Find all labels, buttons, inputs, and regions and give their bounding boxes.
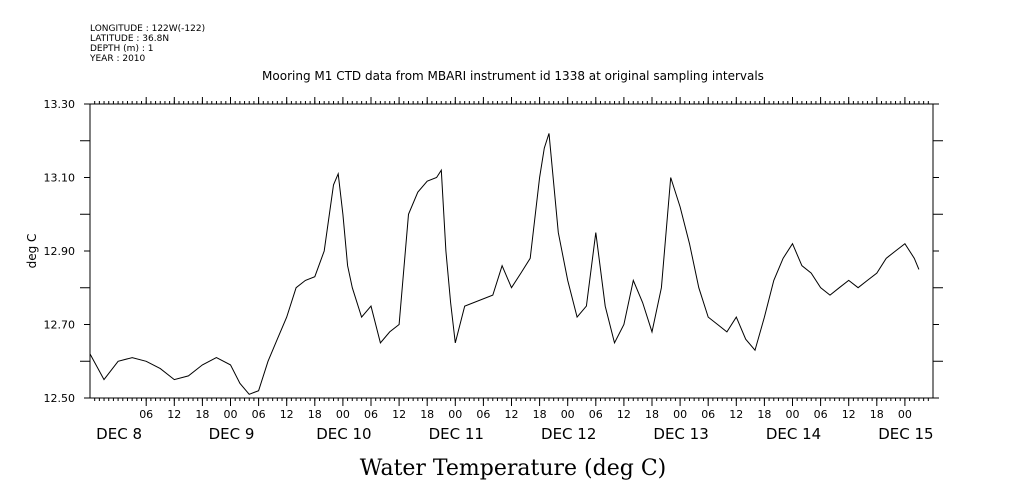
x-tick-label: 18 <box>533 408 547 421</box>
x-tick-label: 18 <box>870 408 884 421</box>
x-axis-title: Water Temperature (deg C) <box>360 456 667 481</box>
x-tick-label: 06 <box>476 408 490 421</box>
x-tick-label: 06 <box>589 408 603 421</box>
x-day-label: DEC 8 <box>96 425 142 443</box>
x-tick-label: 18 <box>757 408 771 421</box>
x-tick-label: 12 <box>167 408 181 421</box>
axes-group: 06 12 18 00 06 12 18 00 06 12 18 00 06 12 18 00 06 12 18 00… <box>44 97 943 443</box>
x-day-label: DEC 14 <box>766 425 821 443</box>
x-day-label: DEC 10 <box>316 425 371 443</box>
x-tick-label: 12 <box>617 408 631 421</box>
series-group <box>89 133 920 395</box>
x-tick-label: 12 <box>505 408 519 421</box>
x-day-label: DEC 9 <box>209 425 255 443</box>
x-tick-label: 00 <box>786 408 800 421</box>
x-tick-label: 00 <box>336 408 350 421</box>
y-tick-label: 12.50 <box>44 392 76 405</box>
y-tick-label: 12.90 <box>44 245 76 258</box>
x-tick-label: 00 <box>561 408 575 421</box>
metadata-depth: DEPTH (m) : 1 <box>90 44 153 54</box>
x-tick-label: 06 <box>814 408 828 421</box>
x-day-label: DEC 11 <box>429 425 484 443</box>
x-tick-label: 06 <box>139 408 153 421</box>
y-tick-label: 13.30 <box>44 98 76 111</box>
x-tick-label: 12 <box>729 408 743 421</box>
x-tick-label: 12 <box>392 408 406 421</box>
x-tick-label: 06 <box>364 408 378 421</box>
x-tick-label: 18 <box>195 408 209 421</box>
x-tick-label: 00 <box>673 408 687 421</box>
y-tick-label: 12.70 <box>44 319 76 332</box>
x-tick-label: 18 <box>645 408 659 421</box>
metadata-longitude: LONGITUDE : 122W(-122) <box>90 24 205 34</box>
x-tick-label: 18 <box>420 408 434 421</box>
x-tick-label: 12 <box>280 408 294 421</box>
x-tick-label: 00 <box>448 408 462 421</box>
x-tick-label: 06 <box>701 408 715 421</box>
x-day-label: DEC 15 <box>878 425 933 443</box>
x-tick-label: 12 <box>842 408 856 421</box>
y-axis-label: deg C <box>25 234 39 269</box>
series-line <box>89 133 920 395</box>
x-day-label: DEC 12 <box>541 425 596 443</box>
x-tick-label: 18 <box>308 408 322 421</box>
x-day-label: DEC 13 <box>653 425 708 443</box>
metadata-year: YEAR : 2010 <box>89 54 146 64</box>
plot-frame <box>89 103 934 399</box>
x-tick-label: 06 <box>252 408 266 421</box>
chart-title: Mooring M1 CTD data from MBARI instrumen… <box>262 69 764 83</box>
x-tick-label: 00 <box>224 408 238 421</box>
x-tick-label: 00 <box>898 408 912 421</box>
y-tick-label: 13.10 <box>44 172 76 185</box>
metadata-latitude: LATITUDE : 36.8N <box>90 34 169 44</box>
